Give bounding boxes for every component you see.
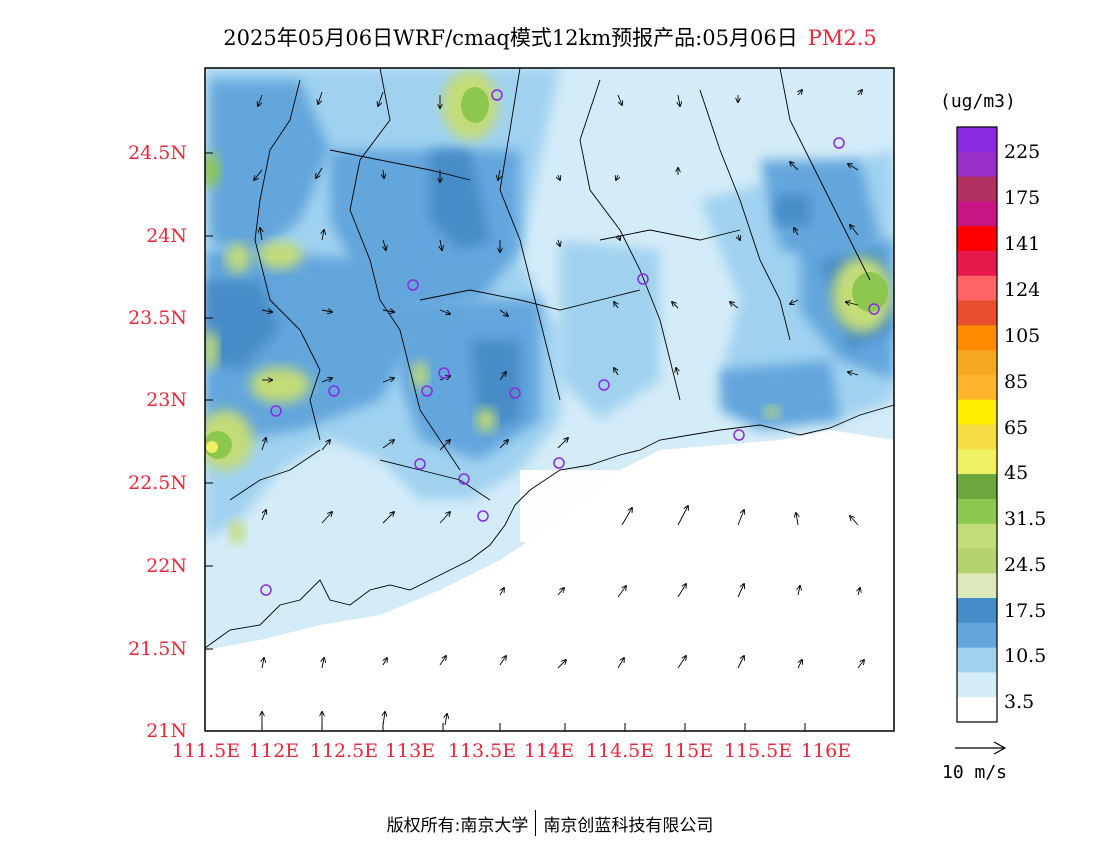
- colorbar-swatch: [957, 275, 997, 302]
- colorbar-label: 85: [1004, 371, 1029, 393]
- lon-label: 113E: [384, 740, 436, 762]
- footer-divider: [535, 810, 537, 836]
- colorbar-label: 141: [1004, 233, 1041, 255]
- colorbar-swatch: [957, 474, 997, 500]
- title-text: 2025年05月06日WRF/cmaq模式12km预报产品:05月06日: [223, 26, 798, 50]
- lon-label: 114.5E: [585, 740, 655, 762]
- colorbar-label: 45: [1004, 462, 1029, 484]
- colorbar-swatch: [957, 622, 997, 649]
- colorbar-swatch: [957, 350, 997, 376]
- wind-reference-arrow: [955, 741, 1007, 755]
- lat-label: 23N: [146, 389, 187, 411]
- colorbar-swatch: [957, 250, 997, 277]
- lon-label: 112.5E: [309, 740, 379, 762]
- colorbar-swatch: [957, 127, 997, 153]
- monitoring-stations: [260, 89, 880, 596]
- copyright-footer: 版权所有:南京大学 南京创蓝科技有限公司: [0, 810, 1100, 836]
- pollutant-name: PM2.5: [807, 26, 877, 50]
- colorbar-swatch: [957, 201, 997, 227]
- colorbar-swatch: [957, 176, 997, 202]
- colorbar-swatch: [957, 399, 997, 425]
- colorbar-label: 175: [1004, 187, 1041, 209]
- colorbar-swatch: [957, 672, 997, 698]
- lon-label: 115E: [662, 740, 714, 762]
- lat-label: 24N: [146, 225, 187, 247]
- lat-label: 23.5N: [128, 307, 187, 329]
- colorbar-swatch: [957, 226, 997, 252]
- lon-label: 115.5E: [723, 740, 793, 762]
- figure-title: 2025年05月06日WRF/cmaq模式12km预报产品:05月06日 PM2.…: [0, 22, 1100, 52]
- lon-label: 114E: [523, 740, 575, 762]
- lat-label: 24.5N: [128, 142, 187, 164]
- colorbar-label: 65: [1004, 417, 1029, 439]
- colorbar-label: 105: [1004, 325, 1041, 347]
- lon-label: 113.5E: [447, 740, 517, 762]
- pm25-concentration-field: [205, 68, 894, 731]
- axis-ticks: [205, 152, 806, 731]
- lon-label: 112E: [248, 740, 300, 762]
- colorbar-frame: [956, 126, 998, 723]
- colorbar-unit: (ug/m3): [940, 91, 1016, 112]
- lat-label: 22N: [146, 555, 187, 577]
- lat-label: 21.5N: [128, 638, 187, 660]
- colorbar-label: 124: [1004, 279, 1041, 301]
- colorbar-swatch: [957, 300, 997, 326]
- colorbar-label: 10.5: [1004, 645, 1047, 667]
- colorbar-swatch: [957, 151, 997, 178]
- lat-label: 21N: [146, 720, 187, 742]
- lon-label: 111.5E: [171, 740, 241, 762]
- colorbar-swatch: [957, 548, 997, 574]
- copyright-left: 版权所有:南京大学: [386, 815, 529, 836]
- colorbar-swatch: [957, 697, 997, 723]
- colorbar-label: 31.5: [1004, 508, 1047, 530]
- colorbar-swatch: [957, 598, 997, 624]
- colorbar-swatch: [957, 374, 997, 401]
- colorbar-label: 24.5: [1004, 554, 1047, 576]
- wind-vectors: [254, 90, 864, 726]
- colorbar: [956, 126, 998, 723]
- colorbar-swatch: [957, 449, 997, 475]
- colorbar-swatch: [957, 325, 997, 351]
- wind-reference-label: 10 m/s: [942, 762, 1008, 783]
- coastline-and-boundaries: [204, 67, 895, 649]
- colorbar-swatch: [957, 573, 997, 599]
- lat-label: 22.5N: [128, 472, 187, 494]
- lon-label: 116E: [800, 740, 852, 762]
- colorbar-swatch: [957, 647, 997, 673]
- colorbar-label: 3.5: [1004, 691, 1035, 713]
- colorbar-label: 17.5: [1004, 600, 1047, 622]
- colorbar-swatch: [957, 523, 997, 549]
- colorbar-label: 225: [1004, 141, 1041, 163]
- colorbar-swatch: [957, 424, 997, 450]
- copyright-right: 南京创蓝科技有限公司: [543, 815, 714, 836]
- colorbar-swatch: [957, 498, 997, 525]
